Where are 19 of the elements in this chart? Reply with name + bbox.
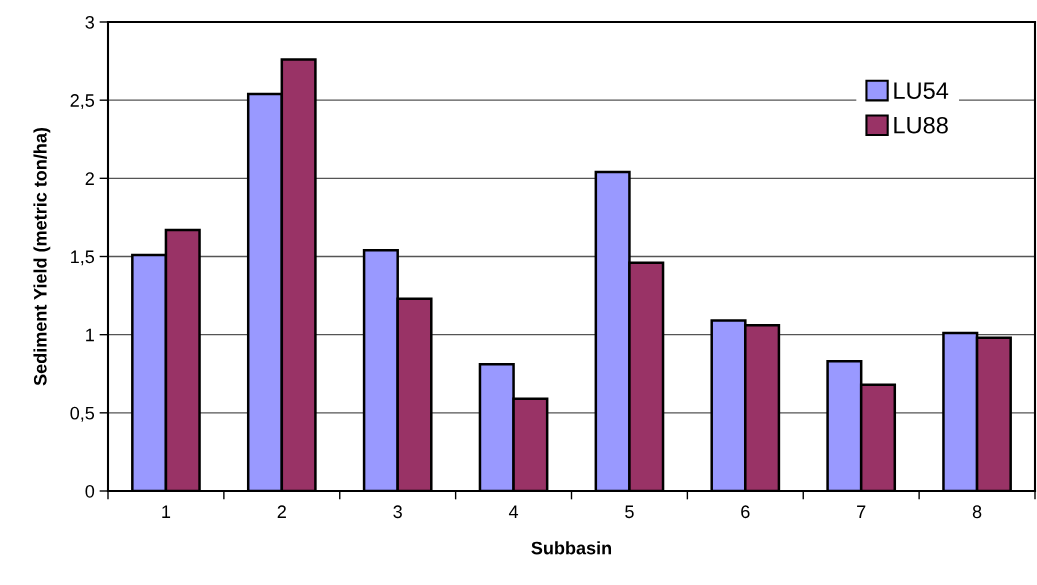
y-tick-label: 1,5 bbox=[71, 250, 95, 266]
x-tick-label: 1 bbox=[162, 505, 171, 518]
y-tick-label: 1 bbox=[86, 328, 94, 342]
x-tick-label: 2 bbox=[277, 505, 286, 518]
y-tick-label: 2,5 bbox=[70, 94, 95, 110]
y-axis-title: Sediment Yield (metric ton/ha) bbox=[33, 127, 51, 386]
y-tick-label: 2 bbox=[85, 172, 94, 185]
legend-label: LU88 bbox=[894, 116, 948, 134]
x-tick-label: 6 bbox=[741, 505, 750, 519]
x-tick-label: 3 bbox=[393, 505, 402, 519]
y-tick-label: 0 bbox=[85, 484, 95, 498]
x-tick-label: 7 bbox=[857, 505, 866, 518]
x-tick-label: 4 bbox=[508, 505, 519, 518]
y-tick-label: 0,5 bbox=[70, 406, 95, 422]
y-tick-label: 3 bbox=[85, 15, 95, 29]
legend-label: LU54 bbox=[894, 82, 949, 99]
x-axis-title: Subbasin bbox=[531, 541, 612, 555]
x-tick-label: 8 bbox=[972, 505, 982, 519]
x-tick-label: 5 bbox=[625, 505, 634, 519]
